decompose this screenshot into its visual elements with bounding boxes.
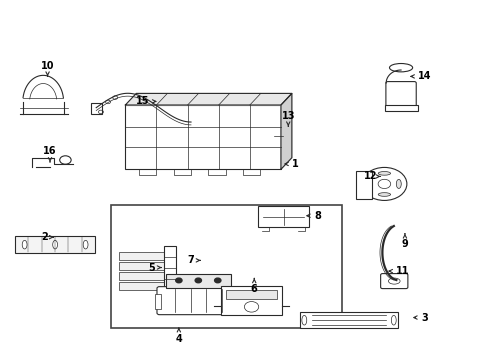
Bar <box>165 274 230 288</box>
Bar <box>235 294 242 309</box>
Ellipse shape <box>390 315 395 325</box>
Bar <box>91 103 102 114</box>
Bar <box>119 262 163 270</box>
Bar <box>119 272 163 280</box>
Bar <box>273 135 283 145</box>
Polygon shape <box>125 93 291 105</box>
FancyBboxPatch shape <box>157 287 239 315</box>
Text: 4: 4 <box>175 328 182 344</box>
Bar <box>154 294 161 309</box>
Bar <box>300 312 397 328</box>
Bar <box>119 252 163 260</box>
Ellipse shape <box>393 278 398 282</box>
Bar <box>269 126 284 136</box>
Bar <box>258 206 308 227</box>
Ellipse shape <box>22 240 27 249</box>
Bar <box>225 289 277 299</box>
Text: 15: 15 <box>135 96 155 107</box>
Bar <box>356 171 371 199</box>
Ellipse shape <box>387 278 399 284</box>
Bar <box>221 286 282 315</box>
Circle shape <box>214 278 221 283</box>
Bar <box>119 282 163 290</box>
FancyBboxPatch shape <box>380 274 407 289</box>
Text: 10: 10 <box>41 61 54 76</box>
Ellipse shape <box>377 172 390 175</box>
Text: 2: 2 <box>41 232 53 242</box>
Text: 14: 14 <box>410 71 430 81</box>
Text: 5: 5 <box>148 262 161 273</box>
Text: 9: 9 <box>401 234 407 249</box>
Ellipse shape <box>389 63 412 72</box>
Bar <box>15 236 95 253</box>
Ellipse shape <box>53 240 58 249</box>
Bar <box>163 247 176 290</box>
Text: 8: 8 <box>306 211 320 221</box>
Text: 1: 1 <box>285 159 298 169</box>
FancyBboxPatch shape <box>385 82 415 110</box>
Text: 12: 12 <box>364 171 380 181</box>
Circle shape <box>175 278 182 283</box>
Text: 7: 7 <box>187 255 200 265</box>
Circle shape <box>195 278 201 283</box>
Ellipse shape <box>301 315 306 325</box>
Text: 11: 11 <box>388 266 408 276</box>
Ellipse shape <box>83 240 88 249</box>
Bar <box>111 205 341 328</box>
Polygon shape <box>281 93 291 169</box>
Text: 3: 3 <box>413 312 427 323</box>
Text: 16: 16 <box>43 147 57 162</box>
Ellipse shape <box>395 179 401 189</box>
Bar <box>125 105 281 169</box>
Text: 6: 6 <box>250 278 257 294</box>
Ellipse shape <box>377 193 390 196</box>
Bar <box>384 105 417 111</box>
Ellipse shape <box>367 179 372 189</box>
Text: 13: 13 <box>281 111 294 126</box>
